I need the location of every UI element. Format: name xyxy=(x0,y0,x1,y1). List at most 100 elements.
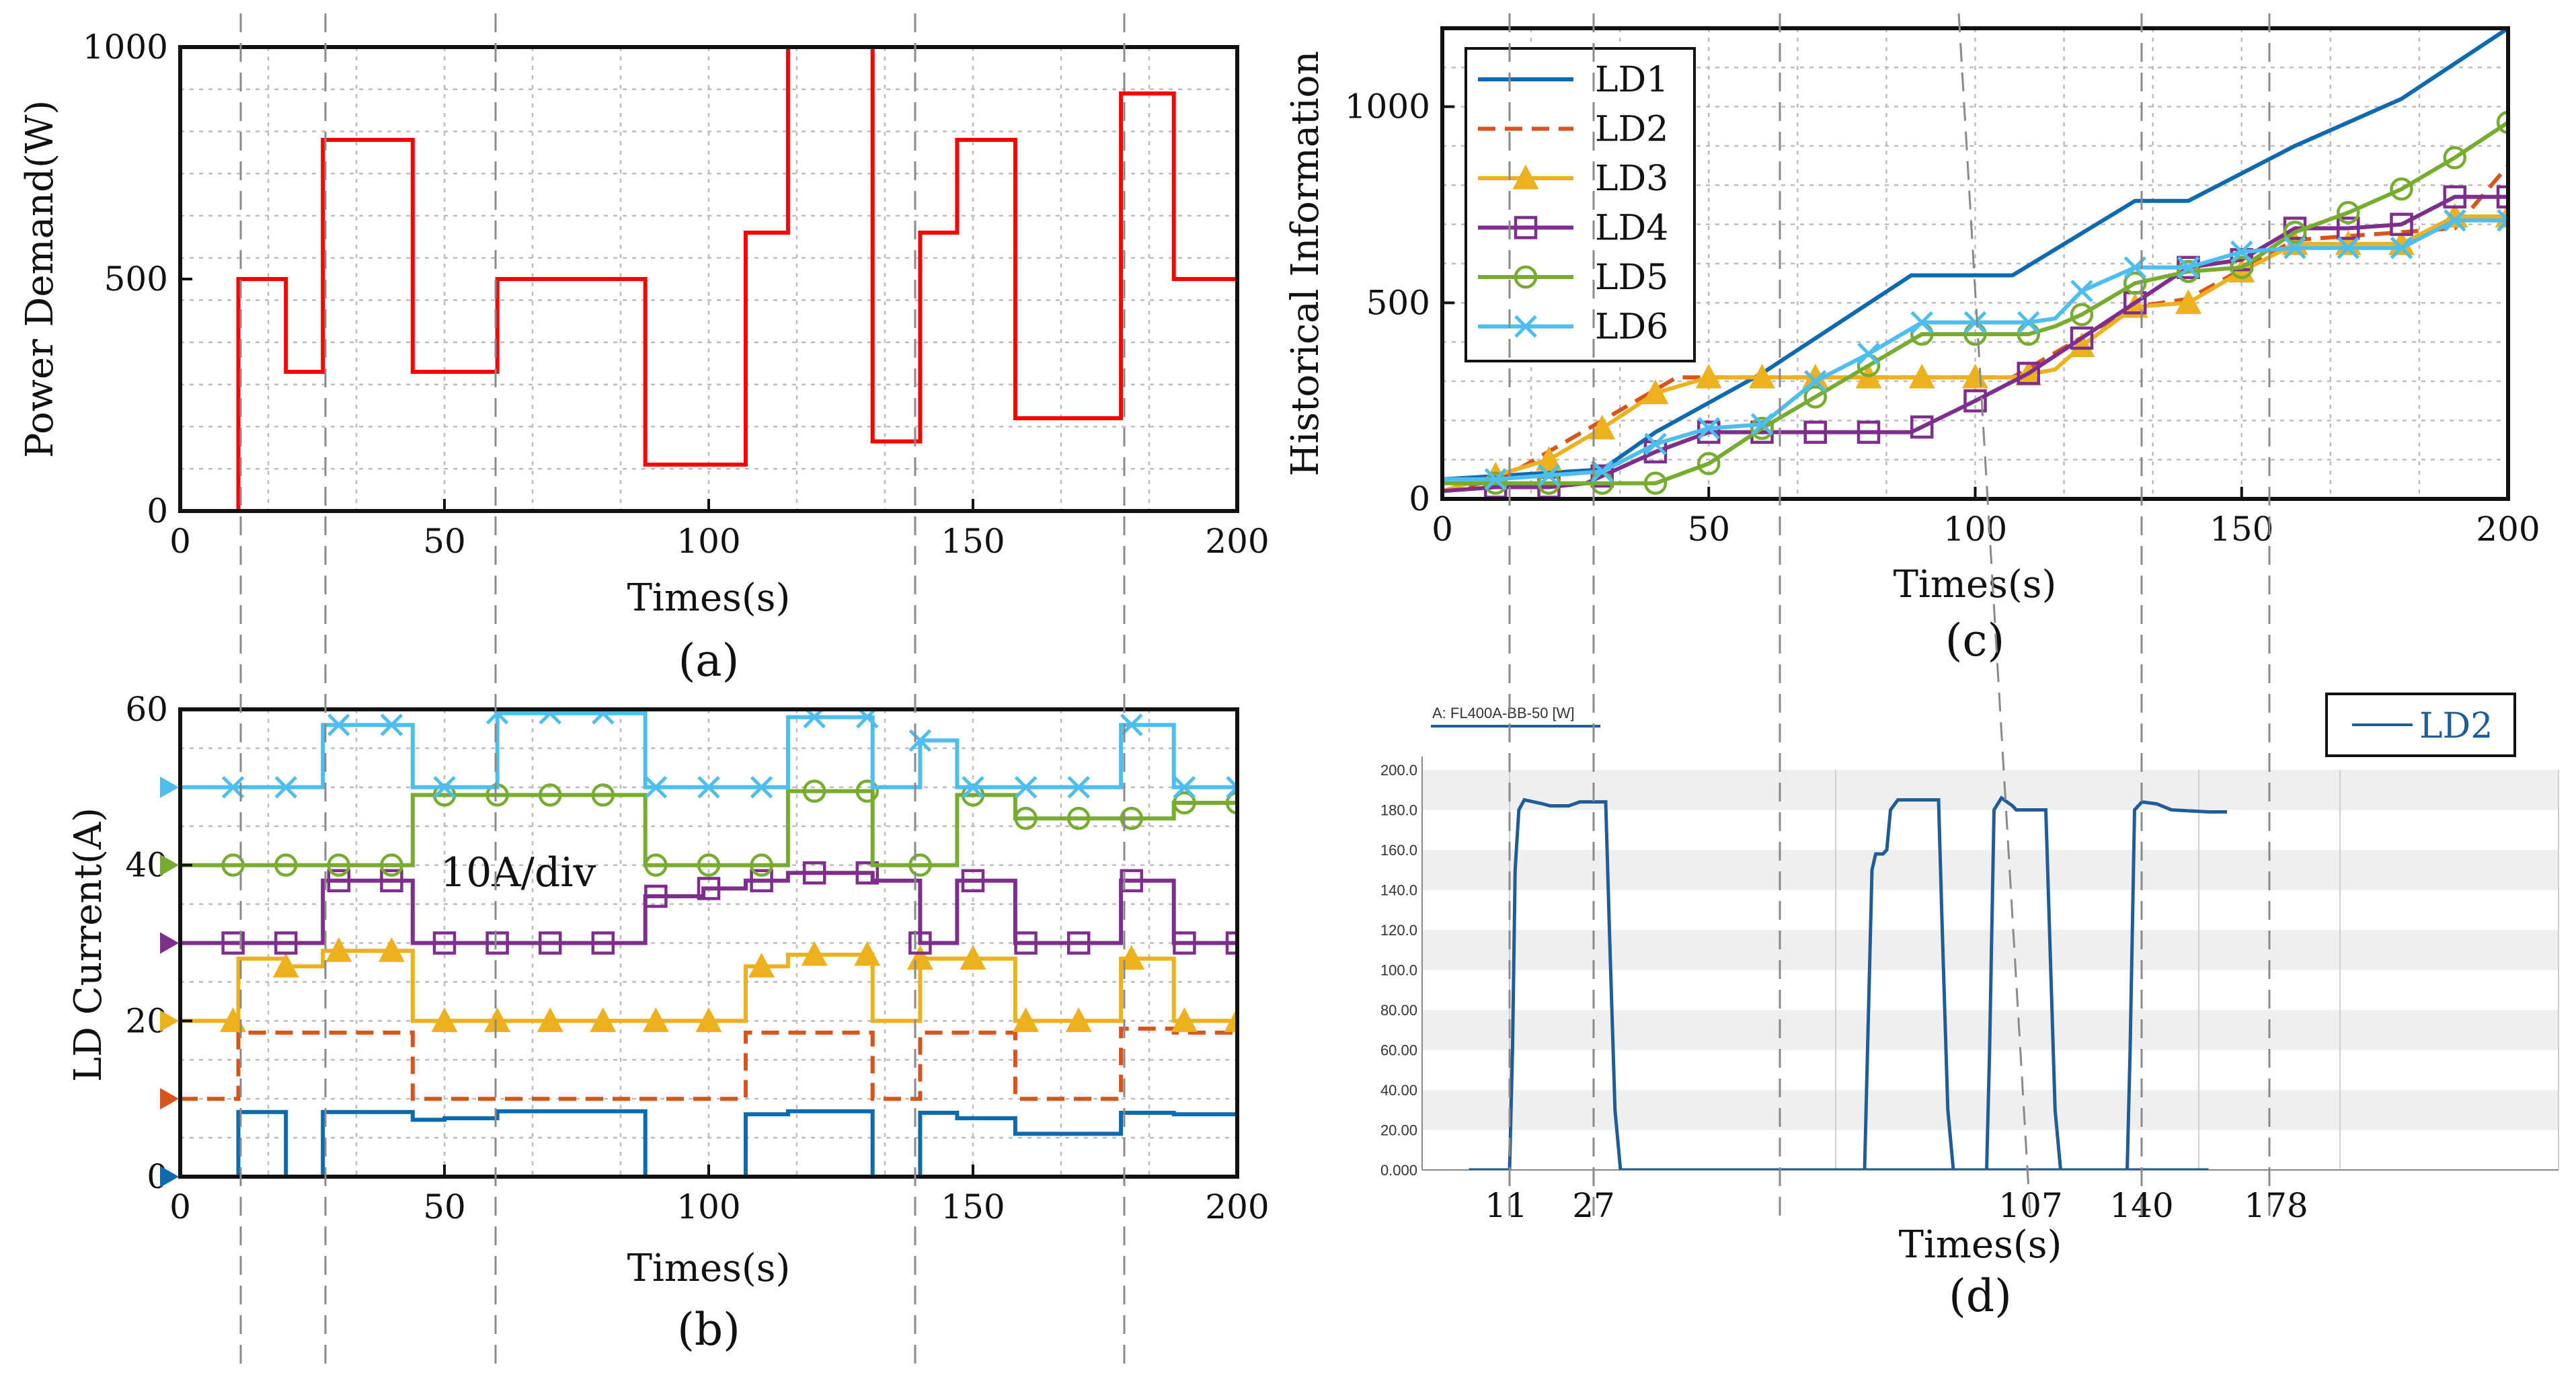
panel-b-annotation: 10A/div xyxy=(440,849,596,896)
panel-b-ld5-marker xyxy=(380,853,403,877)
panel-c-ld5-line xyxy=(1442,120,2508,485)
panel-c-ld5-marker xyxy=(2177,260,2200,283)
panel-b-ld6-baseline-marker xyxy=(160,776,179,798)
panel-d-ytick-label: 40.00 xyxy=(1380,1082,1417,1099)
panel-b-ld3-marker xyxy=(1118,945,1145,970)
panel-b-ld5-marker xyxy=(855,779,880,803)
panel-c-xtick-label: 100 xyxy=(1943,510,2007,549)
panel-b-ld3-marker xyxy=(537,1007,563,1032)
panel-c-ld6-marker xyxy=(1590,460,1614,483)
panel-a-plot-area xyxy=(180,47,1237,511)
panel-c-ld6-marker xyxy=(2337,236,2360,260)
panel-b-ld4-marker xyxy=(274,931,298,955)
panel-b-ld4-marker xyxy=(1066,931,1091,955)
panel-b-ld3-marker xyxy=(1171,1007,1198,1032)
panel-c-ylabel: Historical Information xyxy=(1284,51,1327,477)
panel-c-ld6-marker xyxy=(1910,311,1934,334)
panel-c-xtick-label: 50 xyxy=(1687,510,1730,549)
panel-b-ld5-marker xyxy=(591,783,615,807)
panel-b-ld2-line xyxy=(180,1026,1237,1101)
panel-b-ld3-marker xyxy=(1065,1007,1092,1032)
panel-c-ld5-marker xyxy=(1484,471,1508,495)
panel-b-xtick-label: 150 xyxy=(941,1187,1005,1226)
panel-a-ytick-label: 1000 xyxy=(83,28,168,67)
panel-c-ld3-marker xyxy=(1749,363,1775,389)
panel-b-ld6-marker xyxy=(274,776,297,799)
panel-c-ticks: 0 50 100 150 200 0 500 1000 xyxy=(1345,87,2540,549)
panel-b-ld4-marker xyxy=(221,931,245,955)
panel-c-ld5-marker xyxy=(1697,452,1721,475)
panel-b-ld4-marker xyxy=(1225,931,1237,955)
panel-c-legend-ld3-marker xyxy=(1512,164,1539,190)
panel-b-ld1-baseline-marker xyxy=(160,1166,179,1187)
panel-b-ld6-line xyxy=(180,711,1237,789)
panel-c-legend-ld6-marker xyxy=(1514,315,1537,338)
panel-c-ld6-marker xyxy=(2230,240,2253,264)
panel-b-ld3-marker xyxy=(801,941,828,966)
panel-d-band xyxy=(1422,770,2559,810)
panel-c-ld6-marker xyxy=(1644,432,1667,456)
panel-c-ld4-marker xyxy=(1857,420,1881,444)
panel-c-ld3-marker xyxy=(1642,379,1669,404)
panel-c-legend-ld2-label: LD2 xyxy=(1595,110,1668,150)
panel-b-ld4-series xyxy=(180,861,1237,955)
panel-b-ld4-marker xyxy=(855,861,880,885)
panel-b-ld5-line xyxy=(180,789,1237,867)
panel-c-legend-ld3-label: LD3 xyxy=(1595,159,1668,199)
panel-c-ld6-marker xyxy=(1537,464,1561,487)
panel-d-band xyxy=(1422,850,2559,890)
panel-d-ytick-label: 140.0 xyxy=(1380,882,1417,899)
panel-b-ytick-label: 60 xyxy=(125,690,168,729)
panel-d-xtick-label: 178 xyxy=(2244,1186,2308,1225)
panel-b-ld6-marker xyxy=(380,713,403,736)
panel-c-ld6-marker xyxy=(1750,413,1774,436)
panel-c-ld6-series xyxy=(1442,209,2508,491)
panel-b-ld5-marker xyxy=(327,853,351,877)
panel-a-ticks: 0 50 100 150 200 0 500 1000 xyxy=(83,28,1270,561)
panel-c-ld4-marker xyxy=(1910,415,1934,439)
panel-c-ld4-marker xyxy=(1590,464,1614,488)
panel-c-ld5-marker xyxy=(2283,221,2307,244)
panel-b-ylabel: LD Current(A) xyxy=(67,808,110,1082)
panel-c-plot-area xyxy=(1442,28,2508,499)
panel-b-ld3-baseline-marker xyxy=(160,1010,179,1032)
panel-c-legend-ld4-marker xyxy=(1514,216,1538,239)
panel-c-ld4-line xyxy=(1442,194,2508,494)
panel-b-ld5-marker xyxy=(274,853,298,877)
panel-d-xtick-labels: 11 27 107 140 178 xyxy=(1485,1186,2308,1225)
panel-c-ytick-label: 0 xyxy=(1409,479,1430,518)
panel-c-legend-ld6-label: LD6 xyxy=(1595,307,1668,348)
panel-d-caption: (d) xyxy=(1949,1270,2012,1322)
panel-c-legend-ld4-label: LD4 xyxy=(1595,208,1668,249)
panel-c-grid xyxy=(1442,28,2508,499)
panel-b-ld4-marker xyxy=(697,877,721,900)
panel-c-ld5-marker xyxy=(2390,177,2413,201)
panel-c-ld3-line xyxy=(1442,214,2508,494)
panel-b-ld5-marker xyxy=(908,853,932,877)
panel-b-ld4-marker xyxy=(432,931,457,955)
panel-b-ld4-marker xyxy=(327,869,351,893)
panel-d-ytick-label: 0.000 xyxy=(1380,1162,1417,1179)
panel-d-plot-area xyxy=(1469,795,2227,1170)
panel-b-ld4-marker xyxy=(908,931,932,955)
panel-b-ld4-marker xyxy=(485,931,509,955)
panel-b-ld3-marker xyxy=(1013,1007,1040,1032)
panel-a-ytick-label: 0 xyxy=(147,492,168,531)
panel-b-xlabel: Times(s) xyxy=(627,1247,791,1290)
panel-d-ytick-label: 60.00 xyxy=(1380,1042,1417,1059)
panel-d-ytick-label: 200.0 xyxy=(1380,762,1417,779)
panel-b-baseline-markers xyxy=(160,776,179,1187)
panel-b-xtick-label: 200 xyxy=(1205,1187,1269,1226)
panel-b-xtick-label: 0 xyxy=(169,1187,191,1226)
panel-c-ld5-marker xyxy=(2070,303,2094,327)
panel-b-ld3-marker xyxy=(960,945,986,970)
panel-d-band xyxy=(1422,1090,2559,1130)
panel-b-ld6-marker xyxy=(539,709,561,725)
panel-c-ld6-marker xyxy=(1857,342,1880,365)
panel-c-ld6-marker xyxy=(2017,311,2040,334)
panel-d-ytick-label: 80.00 xyxy=(1380,1002,1417,1019)
panel-c-ld6-marker xyxy=(2497,209,2508,232)
panel-c-xlabel: Times(s) xyxy=(1894,563,2057,606)
